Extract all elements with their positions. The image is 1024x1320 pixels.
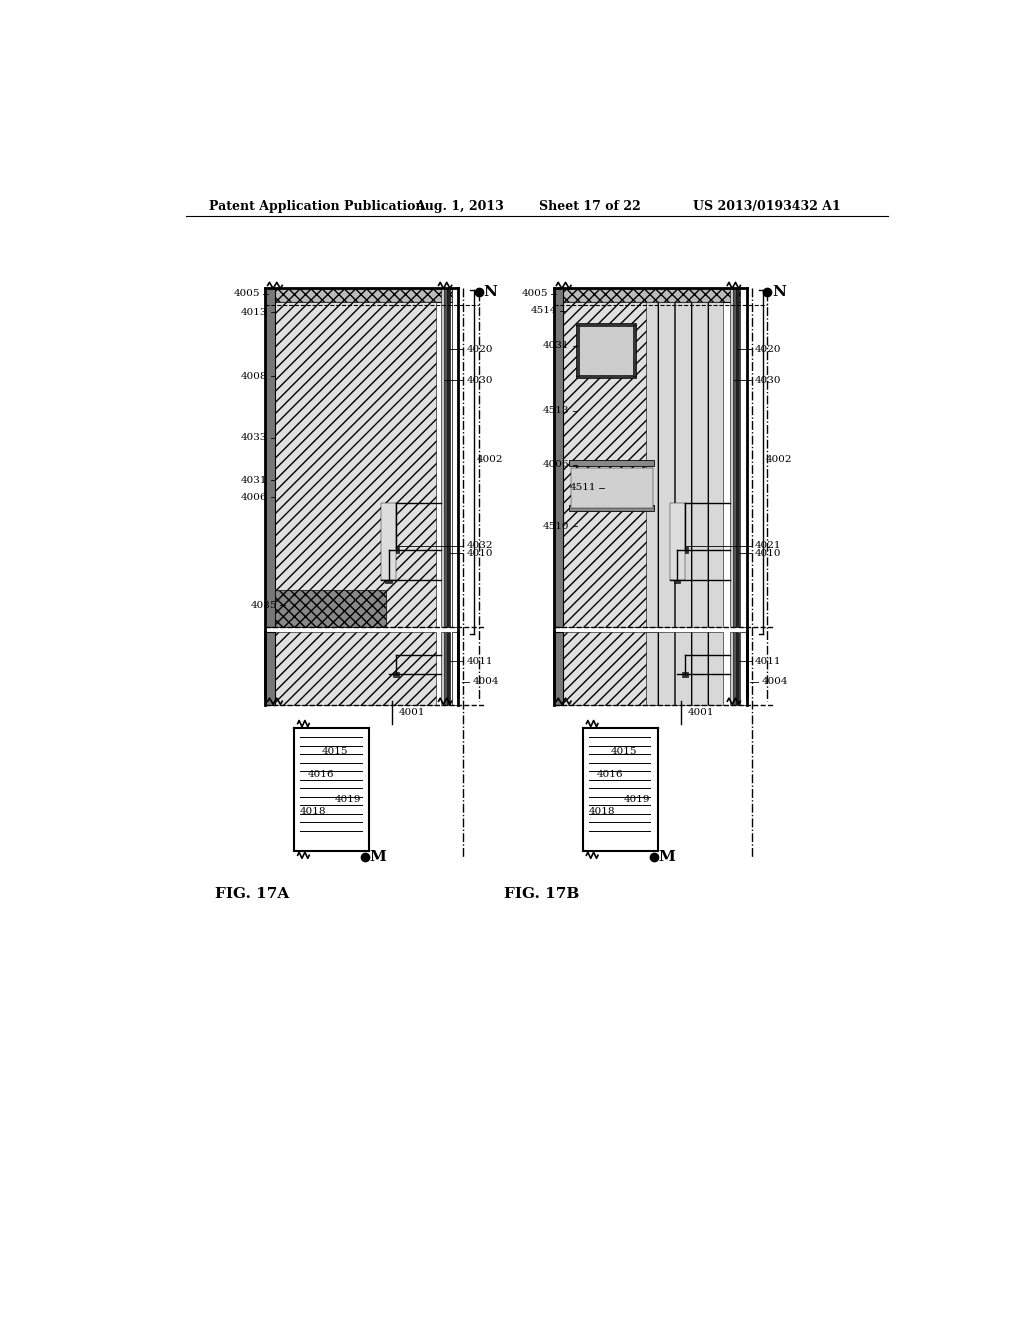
Bar <box>575 375 637 378</box>
Text: 4510: 4510 <box>543 521 569 531</box>
Text: 4020: 4020 <box>755 345 781 354</box>
Text: Patent Application Publication: Patent Application Publication <box>209 199 425 213</box>
Bar <box>447 632 451 705</box>
Text: 4030: 4030 <box>466 376 493 384</box>
Bar <box>569 506 654 511</box>
Bar <box>733 288 736 627</box>
Text: Sheet 17 of 22: Sheet 17 of 22 <box>539 199 640 213</box>
Bar <box>393 672 399 677</box>
Bar <box>444 288 447 627</box>
Bar <box>682 548 688 553</box>
Text: 4019: 4019 <box>624 795 650 804</box>
Bar <box>569 461 654 466</box>
Text: 4006: 4006 <box>543 461 569 470</box>
Text: 4021: 4021 <box>755 541 781 550</box>
Bar <box>646 302 724 627</box>
Bar <box>441 632 444 705</box>
Bar <box>736 288 739 627</box>
Text: 4013: 4013 <box>241 308 267 317</box>
Text: 4018: 4018 <box>300 807 327 816</box>
Text: 4008: 4008 <box>241 372 267 380</box>
Text: 4004: 4004 <box>472 677 499 686</box>
Bar <box>575 325 579 376</box>
Text: 4001: 4001 <box>687 709 714 717</box>
Bar <box>730 288 733 627</box>
Text: 4032: 4032 <box>466 541 493 550</box>
Bar <box>646 632 724 705</box>
Text: 4016: 4016 <box>596 770 623 779</box>
Text: 4002: 4002 <box>477 455 504 463</box>
Text: 4513: 4513 <box>543 407 569 416</box>
Bar <box>579 326 634 375</box>
Text: M: M <box>370 850 386 863</box>
Text: 4004: 4004 <box>761 677 787 686</box>
Text: 4019: 4019 <box>335 795 361 804</box>
Text: 4011: 4011 <box>466 657 493 665</box>
Text: 4018: 4018 <box>589 807 615 816</box>
Bar <box>682 672 688 677</box>
Text: M: M <box>658 850 675 863</box>
Text: 4010: 4010 <box>755 549 781 558</box>
Bar <box>265 632 274 705</box>
Bar <box>444 632 447 705</box>
Text: 4031: 4031 <box>241 475 267 484</box>
Text: 4002: 4002 <box>766 455 793 463</box>
Bar <box>381 503 396 581</box>
Text: FIG. 17A: FIG. 17A <box>215 887 290 900</box>
Text: N: N <box>483 285 497 298</box>
Bar <box>274 632 436 705</box>
Bar <box>563 302 655 627</box>
Text: Aug. 1, 2013: Aug. 1, 2013 <box>416 199 504 213</box>
Bar <box>670 503 685 581</box>
Bar <box>447 288 451 627</box>
Bar <box>554 632 563 705</box>
Bar <box>740 288 746 627</box>
Text: 4020: 4020 <box>466 345 493 354</box>
Text: 4514: 4514 <box>530 306 557 315</box>
Bar <box>265 288 458 302</box>
Text: 4015: 4015 <box>610 747 637 756</box>
Bar <box>575 323 637 326</box>
Bar <box>274 302 436 627</box>
Bar <box>452 288 458 627</box>
Text: 4010: 4010 <box>466 549 493 558</box>
Text: 4001: 4001 <box>398 709 425 717</box>
Text: 4015: 4015 <box>322 747 348 756</box>
Bar <box>274 590 386 627</box>
Text: 4511: 4511 <box>570 483 596 492</box>
Bar <box>441 288 444 627</box>
Bar <box>740 632 746 705</box>
Text: 4031: 4031 <box>543 341 569 350</box>
Text: 4005: 4005 <box>521 289 548 298</box>
Bar <box>385 578 391 583</box>
Text: N: N <box>772 285 785 298</box>
Bar <box>393 548 399 553</box>
Text: US 2013/0193432 A1: US 2013/0193432 A1 <box>692 199 841 213</box>
Bar <box>563 632 655 705</box>
Bar <box>733 632 736 705</box>
Bar <box>265 288 274 627</box>
Text: 4030: 4030 <box>755 376 781 384</box>
Bar <box>730 632 733 705</box>
Bar <box>452 632 458 705</box>
Bar <box>554 288 746 302</box>
Bar <box>571 469 652 508</box>
Bar <box>736 632 739 705</box>
Text: 4006: 4006 <box>241 492 267 502</box>
Text: 4035: 4035 <box>250 601 276 610</box>
Bar <box>554 288 563 627</box>
Text: FIG. 17B: FIG. 17B <box>504 887 580 900</box>
Bar <box>634 325 637 376</box>
Text: 4005: 4005 <box>233 289 260 298</box>
Text: 4033: 4033 <box>241 433 267 442</box>
Text: 4011: 4011 <box>755 657 781 665</box>
Bar <box>674 578 680 583</box>
Text: 4016: 4016 <box>307 770 334 779</box>
